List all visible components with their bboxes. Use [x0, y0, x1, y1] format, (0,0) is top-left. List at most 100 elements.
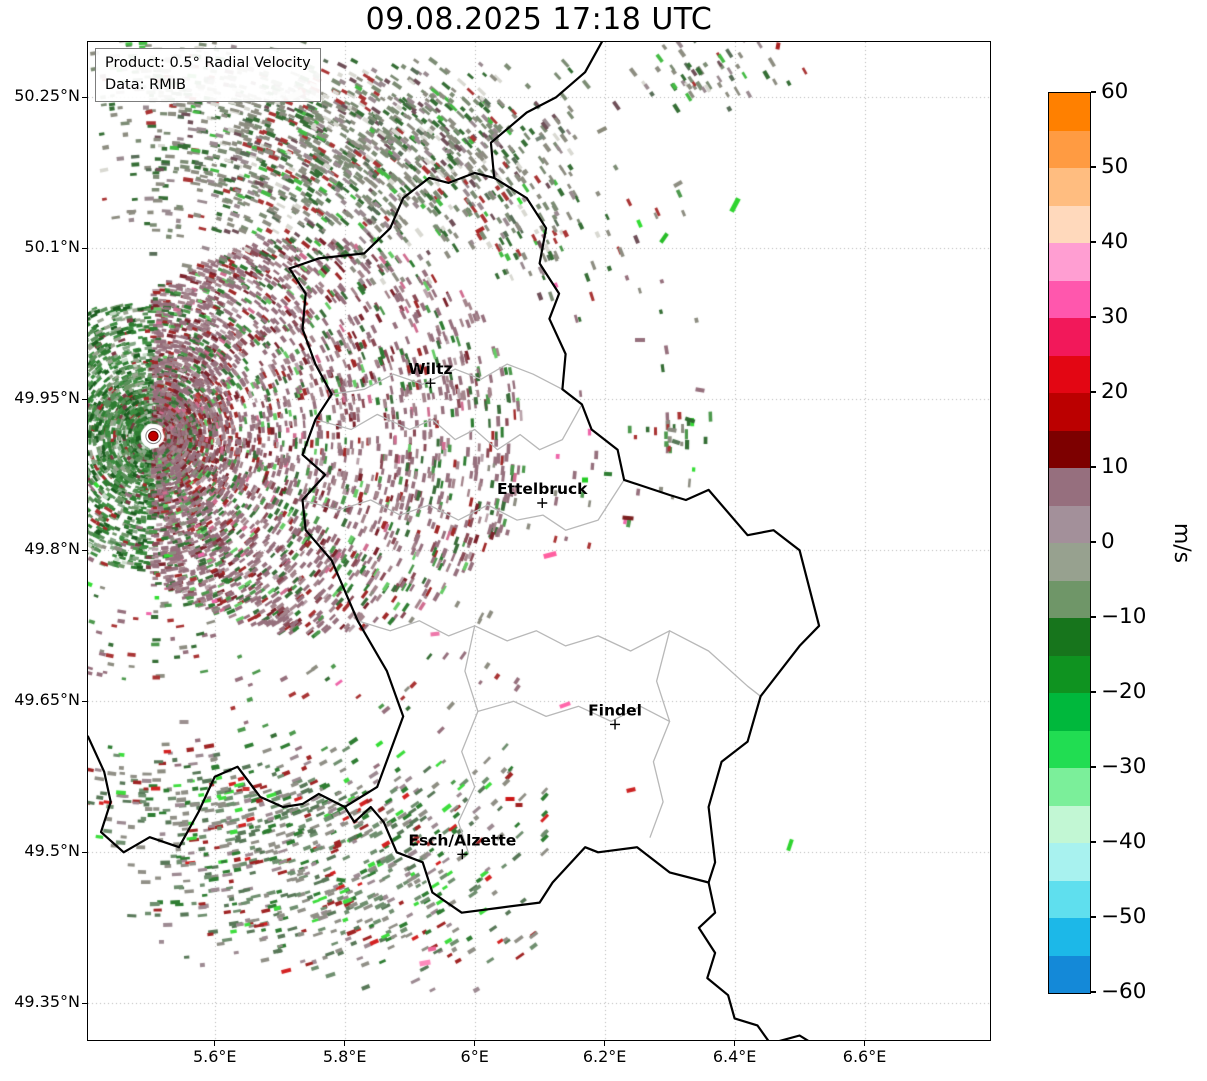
colorbar-tick-label: −20 — [1101, 679, 1147, 704]
colorbar-segment — [1049, 843, 1090, 881]
colorbar-segment — [1049, 93, 1090, 131]
colorbar-tick-mark — [1091, 916, 1096, 918]
colorbar-segment — [1049, 318, 1090, 356]
city-label: Esch/Alzette — [408, 831, 516, 849]
colorbar-tick-label: 0 — [1101, 529, 1115, 554]
luxembourg-border — [288, 171, 821, 914]
x-tick-label: 6°E — [460, 1047, 489, 1066]
colorbar-tick-label: −30 — [1101, 754, 1147, 779]
colorbar-tick-mark — [1091, 991, 1096, 993]
district-border — [457, 625, 479, 853]
map-borders-overlay: Wiltz Ettelbruck Findel Esch/Alzette — [88, 42, 821, 1040]
y-tick-label: 50.25°N — [14, 86, 80, 106]
colorbar-segment — [1049, 205, 1090, 243]
y-tick-mark — [82, 96, 88, 98]
y-tick-mark — [82, 549, 88, 551]
colorbar-tick-label: −50 — [1101, 904, 1147, 929]
colorbar-segment — [1049, 280, 1090, 318]
colorbar-tick-mark — [1091, 166, 1096, 168]
map-plot-area: Wiltz Ettelbruck Findel Esch/Alzette Produc… — [87, 41, 991, 1041]
y-tick-mark — [82, 851, 88, 853]
colorbar-segment — [1049, 955, 1090, 993]
colorbar-tick-label: 60 — [1101, 79, 1129, 104]
colorbar-segment — [1049, 468, 1090, 506]
x-tick-label: 6.2°E — [582, 1047, 627, 1066]
colorbar-tick-mark — [1091, 391, 1096, 393]
colorbar-tick-mark — [1091, 91, 1096, 93]
x-tick-mark — [603, 1040, 606, 1046]
colorbar-segment — [1049, 580, 1090, 618]
x-tick-mark — [474, 1040, 476, 1046]
colorbar-tick-mark — [1091, 316, 1096, 318]
city-label: Wiltz — [408, 360, 452, 378]
colorbar-tick-label: −60 — [1101, 979, 1147, 1004]
x-tick-mark — [214, 1040, 216, 1046]
x-tick-mark — [344, 1040, 346, 1046]
colorbar-tick-mark — [1091, 691, 1096, 693]
x-tick-label: 5.8°E — [322, 1047, 367, 1066]
country-border — [489, 42, 604, 179]
colorbar-tick-label: −10 — [1101, 604, 1147, 629]
y-tick-mark — [82, 247, 88, 249]
city-marker — [425, 378, 436, 389]
y-tick-label: 49.65°N — [14, 690, 80, 710]
district-border — [301, 479, 625, 531]
country-border — [88, 735, 346, 854]
y-tick-label: 49.5°N — [24, 841, 80, 861]
colorbar-tick-mark — [1091, 466, 1096, 468]
colorbar-segment — [1049, 618, 1090, 656]
y-tick-label: 50.1°N — [24, 237, 80, 257]
colorbar-segment — [1049, 430, 1090, 468]
district-border — [649, 630, 671, 838]
colorbar-segment — [1049, 918, 1090, 956]
product-info-box: Product: 0.5° Radial Velocity Data: RMIB — [95, 48, 321, 102]
district-border — [331, 363, 564, 395]
colorbar-segment — [1049, 393, 1090, 431]
y-tick-label: 49.35°N — [14, 992, 80, 1012]
x-tick-label: 5.6°E — [192, 1047, 237, 1066]
colorbar — [1048, 92, 1091, 994]
city-marker — [457, 849, 468, 860]
colorbar-segment — [1049, 243, 1090, 281]
colorbar-segment — [1049, 768, 1090, 806]
colorbar-segment — [1049, 543, 1090, 581]
colorbar-tick-label: 40 — [1101, 229, 1129, 254]
radar-data-canvas — [88, 42, 990, 1040]
colorbar-segment — [1049, 355, 1090, 393]
colorbar-tick-label: 20 — [1101, 379, 1129, 404]
colorbar-segment — [1049, 168, 1090, 206]
colorbar-tick-mark — [1091, 841, 1096, 843]
colorbar-tick-mark — [1091, 241, 1096, 243]
data-source-line: Data: RMIB — [105, 76, 186, 93]
radar-site-marker — [148, 430, 159, 442]
colorbar-tick-label: 10 — [1101, 454, 1129, 479]
city-label: Findel — [588, 701, 642, 719]
x-tick-mark — [863, 1040, 866, 1046]
colorbar-segment — [1049, 693, 1090, 731]
x-tick-mark — [733, 1040, 736, 1046]
y-tick-mark — [82, 700, 88, 702]
figure-title: 09.08.2025 17:18 UTC — [365, 2, 713, 37]
colorbar-segment — [1049, 505, 1090, 543]
x-tick-label: 6.6°E — [842, 1047, 887, 1066]
district-border — [357, 620, 762, 697]
city-marker — [537, 498, 548, 509]
product-info-line: Product: 0.5° Radial Velocity — [105, 55, 311, 71]
colorbar-tick-mark — [1091, 541, 1096, 543]
y-tick-mark — [82, 1002, 88, 1004]
colorbar-unit-label: m/s — [1169, 522, 1195, 564]
colorbar-segment — [1049, 880, 1090, 918]
colorbar-tick-mark — [1091, 616, 1096, 618]
colorbar-segment — [1049, 655, 1090, 693]
colorbar-tick-label: 30 — [1101, 304, 1129, 329]
district-border — [314, 403, 583, 451]
y-tick-label: 49.8°N — [24, 539, 80, 559]
y-tick-label: 49.95°N — [14, 388, 80, 408]
district-border — [477, 700, 671, 723]
colorbar-segment — [1049, 805, 1090, 843]
country-border — [697, 881, 809, 1040]
colorbar-segment — [1049, 730, 1090, 768]
colorbar-segment — [1049, 130, 1090, 168]
colorbar-tick-label: 50 — [1101, 154, 1129, 179]
